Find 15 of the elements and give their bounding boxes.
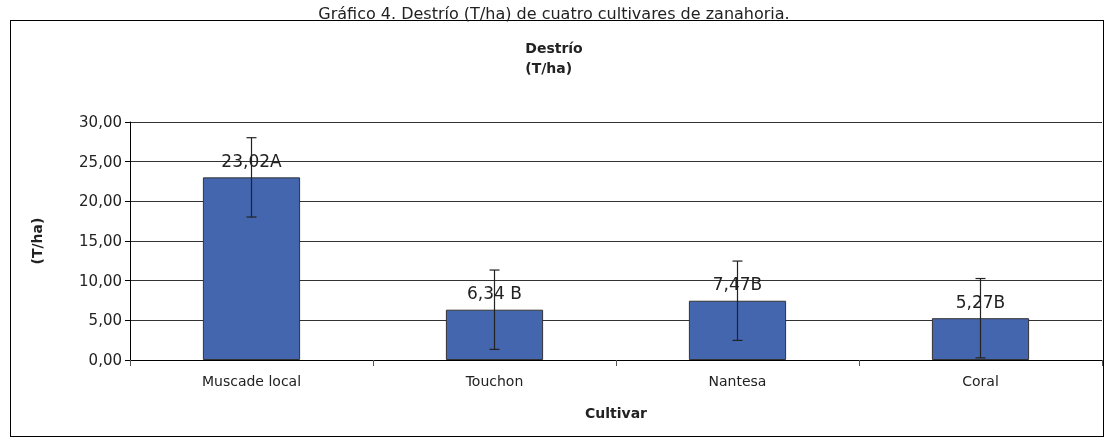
y-tick-label: 30,00 [79, 113, 122, 131]
y-axis-title: (T/ha) [29, 217, 45, 265]
x-tick-label: Coral [962, 373, 999, 389]
y-tick-label: 25,00 [79, 152, 122, 171]
chart-subtitle: Destrío (T/ha) [525, 40, 584, 76]
y-tick-label: 5,00 [88, 311, 122, 330]
chart-title: Gráfico 4. Destrío (T/ha) de cuatro cultivares de zanahoria. [318, 3, 790, 23]
y-tick-label: 0,00 [88, 351, 122, 369]
y-tick-label: 20,00 [79, 192, 122, 211]
x-tick-label: Touchon [464, 373, 524, 389]
y-tick-label: 15,00 [79, 232, 122, 250]
x-tick-label: Nantesa [708, 373, 767, 389]
x-axis-title: Cultivar [584, 405, 648, 421]
y-tick-label: 10,00 [79, 271, 122, 290]
x-tick-label: Muscade local [201, 373, 302, 389]
